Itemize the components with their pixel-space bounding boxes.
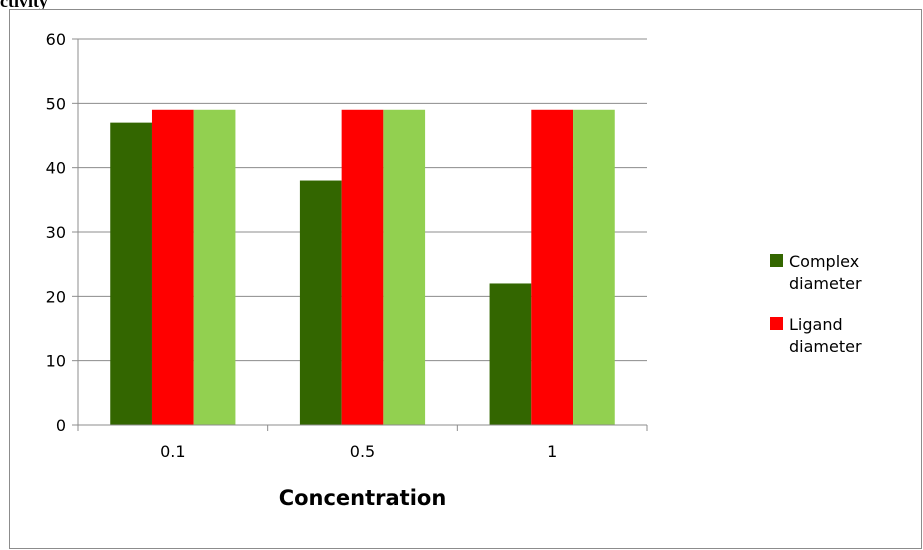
bar [110, 122, 152, 425]
legend-swatch [770, 317, 783, 330]
x-tick-label: 1 [547, 442, 557, 461]
bar [573, 109, 615, 426]
chart-area: 0 10 20 30 40 50 60 0.1 0.5 1 Concentration Comp… [9, 9, 922, 549]
x-tick-label: 0.5 [350, 442, 375, 461]
bar [489, 283, 532, 425]
y-tick-label: 10 [46, 352, 66, 371]
bar [531, 109, 574, 426]
bar [383, 109, 426, 426]
bar [299, 180, 342, 425]
y-tick-label: 30 [46, 223, 66, 242]
bar [341, 109, 384, 426]
y-tick-label: 60 [46, 30, 66, 49]
bar [193, 109, 236, 426]
chart-caption: ctivity [0, 0, 48, 11]
axes [72, 38, 648, 431]
x-tick-label: 0.1 [160, 442, 185, 461]
y-tick-label: 0 [56, 416, 66, 435]
legend: Complex diameter Ligand diameter [770, 252, 862, 356]
legend-label-line: Complex [789, 252, 859, 271]
legend-label-line: Ligand [789, 315, 843, 334]
bar-chart: 0 10 20 30 40 50 60 0.1 0.5 1 Concentration Comp… [46, 30, 862, 510]
legend-label-line: diameter [789, 337, 862, 356]
y-tick-labels: 0 10 20 30 40 50 60 [46, 30, 66, 435]
legend-label: Complex diameter [789, 252, 862, 293]
bar [151, 109, 194, 426]
y-tick-label: 40 [46, 159, 66, 178]
legend-label: Ligand diameter [789, 315, 862, 356]
y-tick-label: 20 [46, 287, 66, 306]
legend-label-line: diameter [789, 274, 862, 293]
legend-swatch [770, 254, 783, 267]
x-tick-labels: 0.1 0.5 1 [160, 442, 557, 461]
y-tick-label: 50 [46, 94, 66, 113]
x-axis-title: Concentration [279, 486, 447, 510]
bars [110, 109, 615, 426]
